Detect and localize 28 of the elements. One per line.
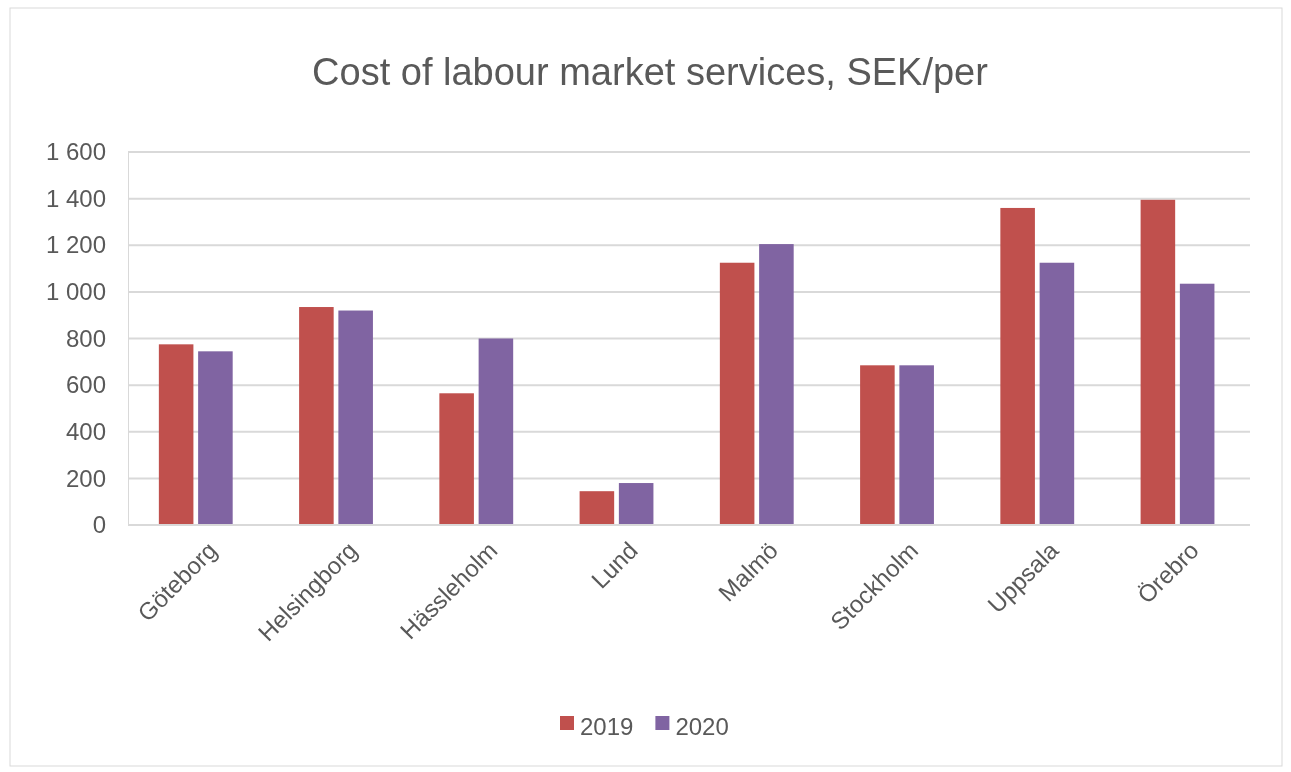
y-tick-label: 1 600 — [45, 138, 106, 166]
bar — [1179, 283, 1215, 525]
y-tick-label: 1 400 — [45, 184, 106, 212]
y-tick-label: 600 — [65, 371, 106, 399]
chart-title: Cost of labour market services, SEK/per — [312, 51, 989, 93]
bar — [618, 483, 654, 525]
legend-label: 2020 — [675, 713, 729, 741]
legend-label: 2019 — [580, 713, 634, 741]
bar — [158, 344, 194, 525]
bar — [579, 491, 615, 525]
y-tick-label: 400 — [65, 417, 106, 445]
y-tick-label: 800 — [65, 324, 106, 352]
bar — [198, 351, 233, 525]
bar — [439, 393, 474, 525]
bar — [860, 365, 895, 525]
bar — [1039, 262, 1075, 525]
bar — [899, 365, 934, 525]
bar — [299, 307, 334, 525]
bar — [478, 338, 514, 525]
bar — [759, 244, 794, 525]
y-tick-label: 1 200 — [45, 231, 106, 259]
bar — [1140, 199, 1176, 525]
bar — [719, 262, 755, 525]
y-tick-label: 200 — [65, 464, 106, 492]
y-tick-label: 1 000 — [45, 278, 106, 306]
bar — [338, 310, 373, 525]
y-tick-label: 0 — [92, 511, 106, 539]
bar — [1000, 207, 1035, 525]
